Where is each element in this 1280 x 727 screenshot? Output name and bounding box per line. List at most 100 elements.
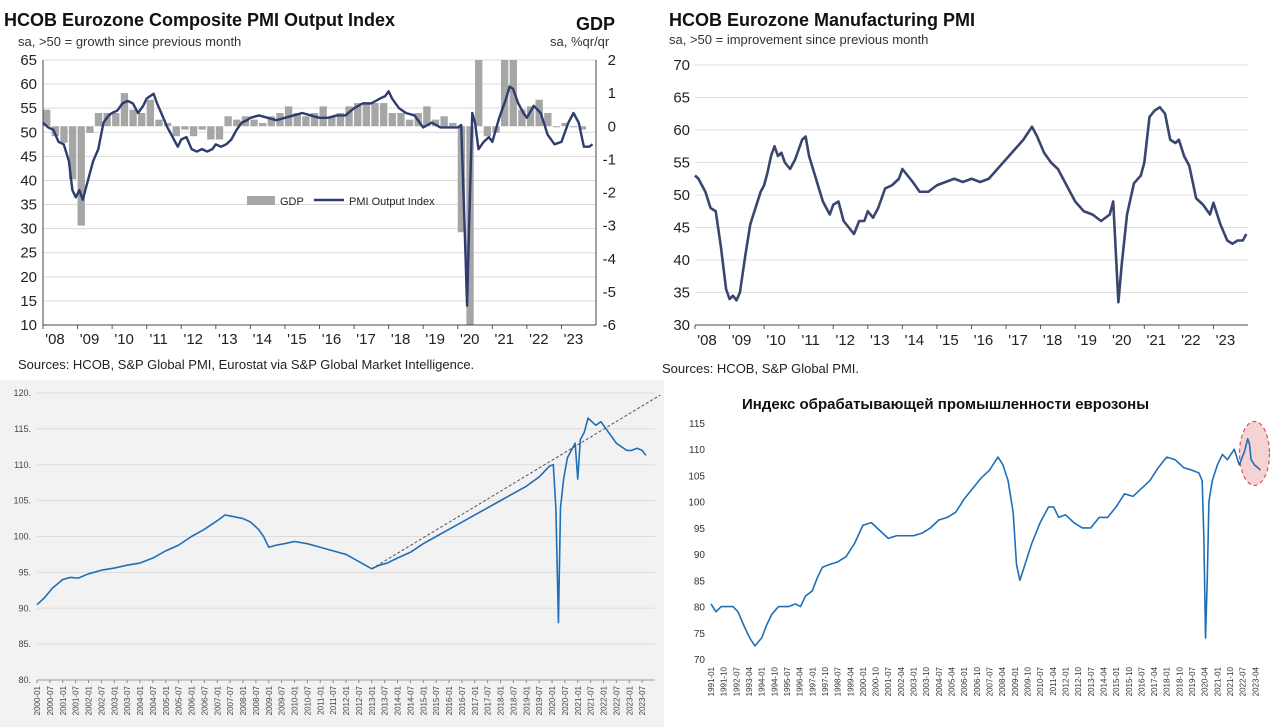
y2-tick-label: 0 — [608, 118, 616, 135]
gdp-bar — [518, 109, 526, 127]
y-tick-label: 50 — [20, 124, 37, 141]
x-tick-label: 2009-01 — [1011, 666, 1020, 696]
manufacturing-title: HCOB Eurozone Manufacturing PMI — [669, 10, 975, 30]
x-tick-label: '16 — [974, 332, 994, 349]
x-tick-label: 2009-10 — [1023, 666, 1032, 696]
x-tick-label: 1997-10 — [821, 666, 830, 696]
x-tick-label: 2010-07 — [1036, 666, 1045, 696]
x-tick-label: '11 — [149, 331, 167, 348]
x-tick-label: '14 — [253, 331, 273, 348]
x-tick-label: 2021-10 — [1226, 666, 1235, 696]
x-tick-label: 1993-04 — [745, 666, 754, 696]
y-tick-label: 85. — [18, 639, 31, 649]
x-tick-label: 1992-07 — [732, 666, 741, 696]
gdp-bar — [578, 126, 587, 130]
trend-line — [371, 394, 661, 570]
x-tick-label: '09 — [80, 331, 100, 348]
gdp-bar — [51, 126, 59, 137]
x-tick-label: '17 — [356, 331, 376, 348]
x-tick-label: 2019-01 — [522, 685, 531, 715]
y-tick-label: 20 — [20, 269, 37, 286]
gdp-bar — [475, 60, 483, 127]
gdp-bar — [431, 119, 440, 127]
x-tick-label: 2019-07 — [1188, 666, 1197, 696]
x-tick-label: 2006-07 — [200, 685, 209, 715]
y-tick-label: 80 — [694, 603, 706, 614]
gdp-bar — [259, 122, 267, 127]
gdp-bar — [561, 122, 569, 127]
y-tick-label: 30 — [20, 221, 37, 238]
manufacturing-pmi-chart: 30 35 40 45 50 55 60 65 70 '08 '09 '10 '11 '12 '13 '14 '… — [673, 57, 1248, 349]
gdp-bar — [388, 113, 396, 127]
x-tick-label: 2018-07 — [509, 685, 518, 715]
gdp-bar — [310, 113, 319, 127]
composite-source: Sources: HCOB, S&P Global PMI, Eurostat … — [18, 357, 475, 372]
gdp-bar — [371, 103, 379, 127]
x-tick-label: 2003-01 — [110, 685, 119, 715]
x-tick-label: '19 — [1077, 332, 1097, 349]
y-tick-label: 110. — [14, 460, 31, 470]
x-tick-label: 2011-04 — [1049, 666, 1058, 695]
x-tick-label: 2021-01 — [1213, 666, 1222, 696]
x-tick-label: 2013-01 — [368, 685, 377, 715]
x-tick-label: 2016-01 — [445, 685, 454, 715]
x-tick-label: 2004-07 — [149, 685, 158, 715]
x-tick-label: 2019-07 — [535, 685, 544, 715]
highlight-ellipse — [1238, 420, 1271, 487]
gdp-axis-title: GDP — [576, 14, 616, 34]
gdp-bar — [94, 113, 103, 127]
russian-title: Индекс обрабатывающей промышленности евр… — [742, 396, 1150, 413]
y-tick-label: 105 — [688, 471, 705, 482]
x-tick-label: '23 — [564, 331, 584, 348]
composite-long-chart: 80. 85. 90. 95. 100. 105. 110. 115. 120. 2000-01 2… — [13, 388, 661, 715]
gdp-bar — [302, 116, 310, 127]
gdp-bar — [457, 126, 466, 233]
y-tick-label: 55 — [20, 100, 37, 117]
gdp-bar — [120, 93, 129, 127]
x-tick-label: '08 — [45, 331, 65, 348]
gdp-bar — [267, 116, 276, 127]
gdp-bar — [129, 109, 137, 127]
x-tick-label: 2008-01 — [239, 685, 248, 715]
x-tick-label: 2000-07 — [46, 685, 55, 715]
x-tick-label: '22 — [529, 331, 549, 348]
x-tick-label: 2000-10 — [872, 666, 881, 696]
gdp-bar — [207, 126, 215, 140]
composite-title: HCOB Eurozone Composite PMI Output Index — [4, 10, 395, 30]
y-tick-label: 50 — [673, 187, 690, 204]
composite-pmi-chart: 10 15 20 25 30 35 40 45 50 55 60 65 -6 -5 -4 -3 -2 -1 0 1 2 '… — [20, 52, 616, 348]
x-tick-label: '12 — [835, 332, 855, 349]
x-tick-label: '23 — [1216, 332, 1236, 349]
x-tick-label: '09 — [732, 332, 752, 349]
x-tick-label: 2007-01 — [213, 685, 222, 715]
y-tick-label: 45 — [20, 148, 37, 165]
y2-tick-label: -2 — [603, 185, 616, 202]
x-tick-label: 2003-01 — [910, 666, 919, 696]
x-tick-label: '22 — [1181, 332, 1201, 349]
x-tick-label: 2003-10 — [922, 666, 931, 696]
x-tick-label: 2020-07 — [561, 685, 570, 715]
x-tick-label: 2001-07 — [72, 685, 81, 715]
manufacturing-pmi-panel: HCOB Eurozone Manufacturing PMI sa, >50 … — [650, 0, 1280, 380]
y-tick-label: 100 — [688, 498, 705, 509]
y-tick-label: 35 — [673, 285, 690, 302]
y2-tick-label: -6 — [603, 317, 616, 334]
y2-tick-label: -1 — [603, 151, 616, 168]
x-tick-label: 2018-01 — [1163, 666, 1172, 696]
legend-pmi-label: PMI Output Index — [349, 196, 435, 208]
x-tick-label: 2002-07 — [97, 685, 106, 715]
gdp-bar — [544, 113, 552, 127]
x-tick-label: '13 — [870, 332, 890, 349]
gdp-bar — [500, 60, 509, 127]
x-tick-label: 2008-04 — [998, 666, 1007, 696]
x-tick-label: '18 — [1043, 332, 1063, 349]
gdp-bar — [423, 106, 431, 127]
x-tick-label: 2005-01 — [162, 685, 171, 715]
russian-manufacturing-panel: Индекс обрабатывающей промышленности евр… — [664, 380, 1280, 727]
x-tick-label: '19 — [425, 331, 445, 348]
x-tick-label: 1994-10 — [770, 666, 779, 696]
gdp-bar — [189, 126, 198, 137]
y-tick-label: 70 — [673, 57, 690, 74]
gdp-bar — [328, 116, 336, 127]
y-tick-label: 65 — [673, 90, 690, 107]
